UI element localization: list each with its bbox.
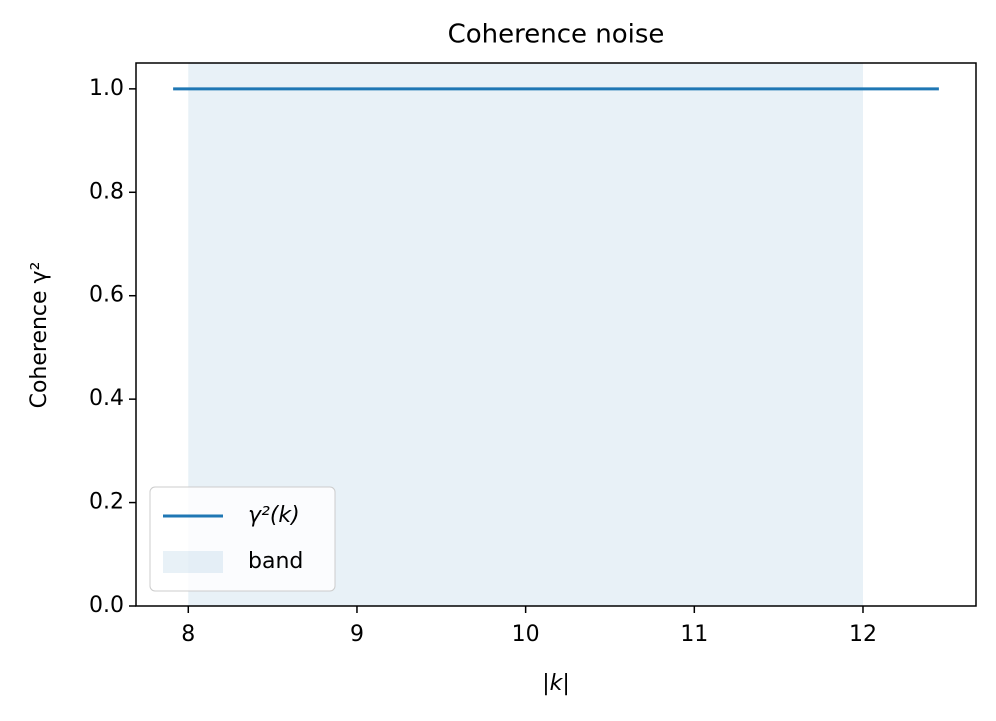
y-tick-label: 0.6: [89, 283, 124, 308]
x-axis-label: |k|: [542, 671, 570, 696]
y-tick-label: 0.8: [89, 179, 124, 204]
y-tick-label: 0.0: [89, 593, 124, 618]
x-tick-label: 8: [181, 622, 195, 647]
y-tick-label: 0.4: [89, 386, 124, 411]
y-tick-label: 1.0: [89, 76, 124, 101]
legend-swatch: [163, 551, 223, 573]
x-tick-label: 12: [849, 622, 877, 647]
legend-label: band: [248, 549, 303, 574]
chart-title: Coherence noise: [448, 20, 665, 50]
legend-label: γ²(k): [248, 503, 300, 528]
axes-frame: [135, 62, 977, 607]
x-tick-label: 11: [680, 622, 708, 647]
y-tick-label: 0.2: [89, 490, 124, 515]
x-tick-label: 10: [512, 622, 540, 647]
y-axis-label: Coherence γ²: [27, 262, 52, 409]
legend-box: [149, 486, 336, 592]
x-tick-label: 9: [350, 622, 364, 647]
